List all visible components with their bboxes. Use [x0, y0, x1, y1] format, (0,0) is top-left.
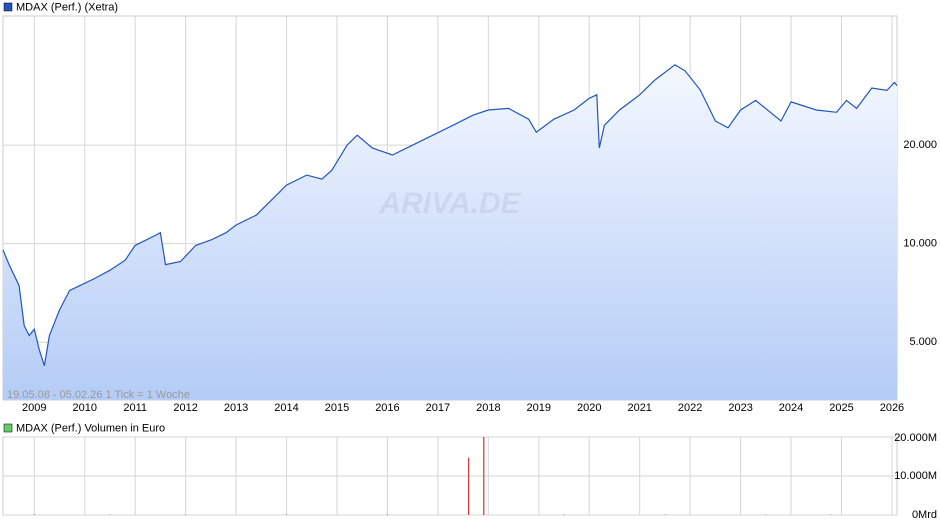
x-tick-label: 2025	[829, 402, 853, 414]
legend-swatch	[3, 2, 13, 12]
x-tick-label: 2023	[728, 402, 752, 414]
watermark: ARIVA.DE	[378, 187, 521, 220]
x-tick-label: 2012	[173, 402, 197, 414]
x-tick-label: 2024	[779, 402, 803, 414]
x-tick-label: 2017	[426, 402, 450, 414]
bar	[386, 514, 389, 515]
x-tick-label: 2020	[577, 402, 601, 414]
x-tick-label: 2013	[224, 402, 248, 414]
legend-swatch	[3, 423, 13, 433]
y-tick-label: 10.000M	[894, 470, 937, 482]
x-tick-label: 2022	[678, 402, 702, 414]
bar	[483, 437, 485, 515]
x-tick-label: 2018	[476, 402, 500, 414]
x-tick-label: 2015	[325, 402, 349, 414]
x-tick-label: 2014	[274, 402, 298, 414]
legend-label: MDAX (Perf.) (Xetra)	[16, 1, 118, 13]
x-tick-label: 2009	[22, 402, 46, 414]
y-tick-label: 0Mrd	[912, 509, 937, 521]
area	[3, 64, 897, 401]
y-tick-label: 20.000	[903, 139, 937, 151]
x-tick-label: 2021	[627, 402, 651, 414]
note: 19.05.08 - 05.02.26 1 Tick = 1 Woche	[7, 389, 190, 401]
y-tick-label: 20.000M	[894, 432, 937, 444]
legend-label: MDAX (Perf.) Volumen in Euro	[16, 422, 165, 434]
line	[2, 64, 898, 366]
y-tick-label: 5.000	[909, 336, 937, 348]
y-tick-label: 10.000	[903, 238, 937, 250]
x-tick-label: 2010	[72, 402, 96, 414]
bar	[33, 514, 35, 515]
x-tick-label: 2011	[123, 402, 147, 414]
x-tick-label: 2019	[527, 402, 551, 414]
x-tick-label: 2016	[375, 402, 399, 414]
x-tick-label: 2026	[880, 402, 904, 414]
bar	[468, 457, 470, 515]
